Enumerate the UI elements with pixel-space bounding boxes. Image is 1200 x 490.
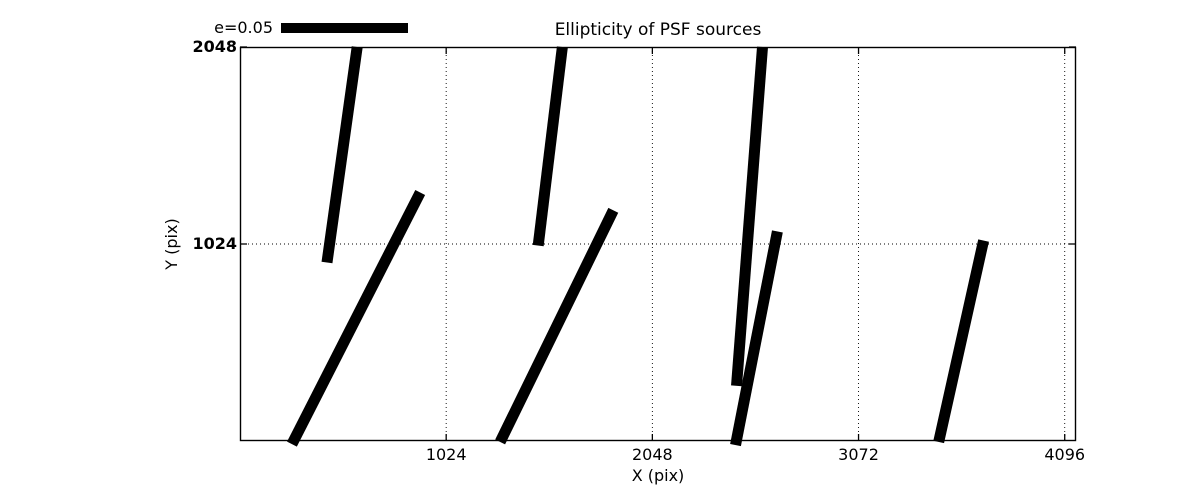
plot-area — [239, 46, 1077, 447]
y-tick-label-1024: 1024 — [192, 234, 237, 253]
psf-ellipticity-vector-3 — [495, 207, 619, 445]
x-axis-label: X (pix) — [631, 466, 685, 485]
psf-ellipticity-vector-6 — [933, 239, 989, 444]
x-tick-label-3072: 3072 — [838, 445, 879, 464]
chart-title: Ellipticity of PSF sources — [554, 20, 762, 40]
psf-ellipticity-vector-0 — [321, 46, 363, 264]
psf-ellipticity-vector-5 — [730, 230, 783, 447]
y-tick-label-2048: 2048 — [192, 37, 237, 56]
psf-ellipticity-vector-1 — [287, 189, 426, 447]
x-tick-label-4096: 4096 — [1044, 445, 1086, 464]
legend-scale-bar — [281, 23, 408, 33]
plot-canvas — [239, 46, 1077, 447]
axes-frame — [239, 46, 1077, 442]
x-tick-label-2048: 2048 — [632, 445, 673, 464]
legend-scale-label: e=0.05 — [214, 18, 273, 37]
psf-ellipticity-vector-4 — [731, 46, 768, 387]
x-tick-label-1024: 1024 — [425, 445, 467, 464]
y-axis-label: Y (pix) — [162, 218, 181, 270]
psf-ellipticity-vector-2 — [532, 46, 568, 247]
